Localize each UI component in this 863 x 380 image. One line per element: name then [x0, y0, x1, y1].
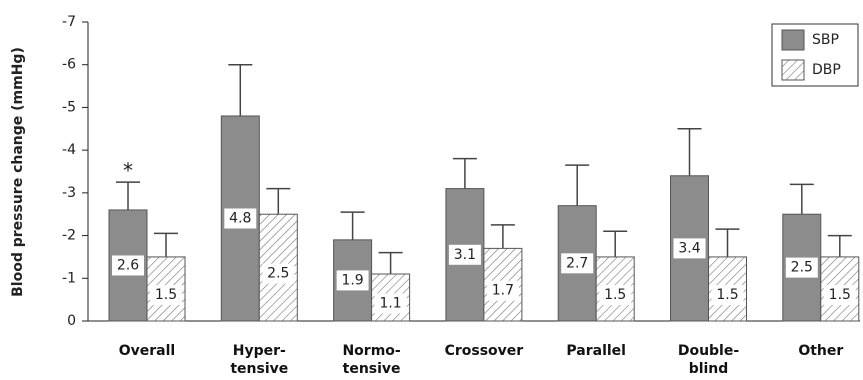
- legend-label: SBP: [812, 32, 839, 48]
- x-tick-label: Overall: [118, 343, 176, 359]
- value-label: 1.5: [829, 287, 851, 303]
- y-tick-label: 0: [67, 313, 76, 329]
- value-label: 2.5: [791, 260, 813, 276]
- legend-swatch: [781, 29, 805, 51]
- value-label-bg: [150, 284, 182, 305]
- value-label: 1.5: [155, 287, 177, 303]
- y-tick-label: -2: [62, 228, 76, 244]
- value-label-bg: [486, 280, 519, 301]
- value-label-bg: [599, 284, 632, 305]
- value-label-bg: [673, 238, 706, 259]
- value-label: 1.7: [492, 283, 514, 299]
- value-label: 2.7: [566, 255, 588, 271]
- x-tick-label: Normo- tensive: [342, 343, 401, 377]
- y-tick-label: -7: [62, 14, 76, 30]
- value-label-bg: [785, 257, 818, 278]
- value-label-bg: [336, 270, 369, 291]
- legend-label: DBP: [812, 62, 841, 78]
- x-tick-label: Hyper- tensive: [230, 343, 289, 377]
- legend-swatch: [781, 59, 805, 81]
- value-label-bg: [711, 284, 744, 305]
- value-label: 1.5: [604, 287, 626, 303]
- value-label: 4.8: [229, 210, 251, 226]
- y-tick-label: -1: [62, 270, 76, 286]
- value-label: 3.4: [678, 240, 700, 256]
- y-axis-label: Blood pressure change (mmHg): [10, 47, 26, 297]
- y-tick-label: -6: [62, 57, 76, 73]
- value-label-bg: [224, 208, 257, 229]
- x-tick-label: Double- blind: [677, 343, 740, 377]
- value-label-bg: [374, 293, 407, 314]
- value-label-bg: [112, 255, 144, 276]
- value-label: 1.9: [341, 272, 363, 288]
- value-label: 1.5: [716, 287, 738, 303]
- value-label-bg: [448, 244, 481, 265]
- y-tick-label: -4: [62, 142, 76, 158]
- value-label: 3.1: [454, 247, 476, 263]
- value-label: 2.5: [267, 266, 289, 282]
- value-label-bg: [561, 253, 594, 274]
- value-label-bg: [823, 284, 856, 305]
- y-tick-label: -5: [62, 99, 76, 115]
- x-tick-label: Crossover: [444, 343, 524, 359]
- x-tick-label: Parallel: [566, 343, 626, 359]
- value-label: 2.6: [117, 257, 139, 273]
- value-label: 1.1: [379, 296, 401, 312]
- annotation: *: [123, 159, 133, 183]
- value-label-bg: [262, 263, 295, 284]
- y-tick-label: -3: [62, 185, 76, 201]
- x-tick-label: Other: [798, 343, 844, 359]
